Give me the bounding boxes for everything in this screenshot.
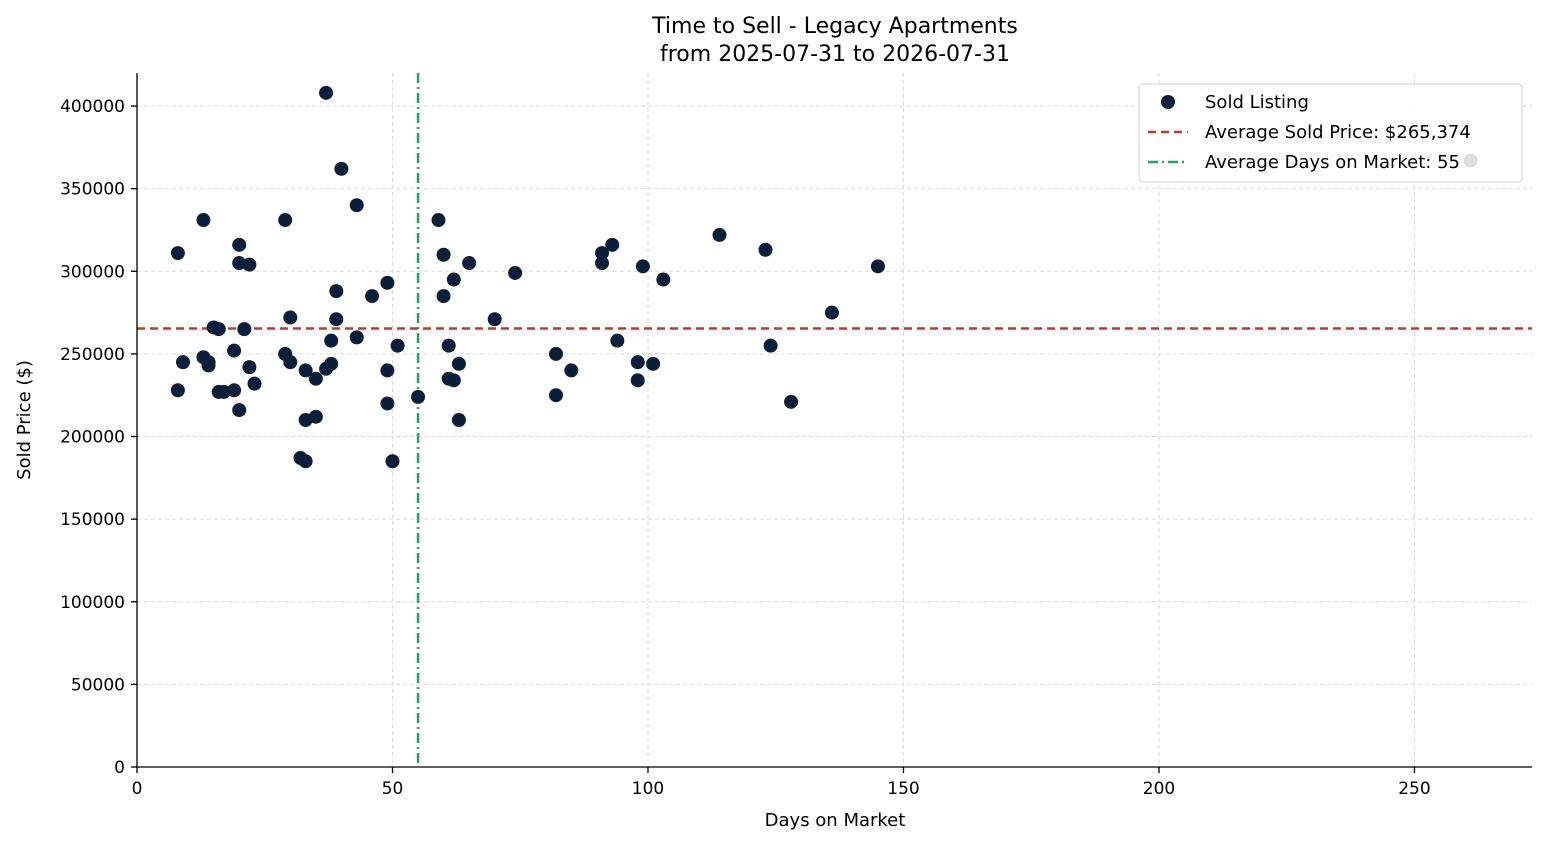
data-point bbox=[349, 330, 364, 345]
data-point bbox=[436, 247, 451, 262]
data-point bbox=[487, 312, 502, 327]
tick-labels: 0 50 100 150 200 250 0 50000 100000 150000 200000 2… bbox=[60, 97, 1431, 799]
data-point bbox=[763, 338, 778, 353]
data-point bbox=[446, 272, 461, 287]
data-point bbox=[175, 355, 190, 370]
x-tick-label: 0 bbox=[132, 779, 143, 799]
data-point bbox=[298, 363, 313, 378]
data-point bbox=[201, 358, 216, 373]
data-point bbox=[196, 213, 211, 228]
data-point bbox=[451, 356, 466, 371]
data-point bbox=[436, 289, 451, 304]
y-tick-label: 400000 bbox=[60, 97, 125, 117]
data-point bbox=[247, 376, 262, 391]
data-point bbox=[630, 373, 645, 388]
data-point bbox=[595, 256, 609, 271]
y-tick-label: 300000 bbox=[60, 262, 125, 282]
data-point bbox=[824, 305, 839, 320]
data-point bbox=[380, 396, 395, 411]
data-point bbox=[549, 388, 564, 403]
data-point bbox=[441, 338, 456, 353]
data-point bbox=[635, 259, 650, 274]
y-tick-label: 150000 bbox=[60, 510, 125, 530]
data-point bbox=[508, 265, 523, 280]
data-point bbox=[349, 198, 364, 213]
legend-label-avg-days: Average Days on Market: 55 bbox=[1205, 152, 1460, 173]
data-point bbox=[308, 409, 323, 424]
data-point bbox=[329, 284, 344, 299]
data-point bbox=[431, 213, 446, 228]
data-point bbox=[564, 363, 579, 378]
data-point bbox=[319, 85, 334, 100]
data-point bbox=[298, 454, 313, 469]
y-tick-label: 50000 bbox=[71, 675, 125, 695]
data-point bbox=[380, 275, 395, 290]
data-point bbox=[227, 343, 242, 358]
data-point bbox=[283, 310, 298, 325]
legend: Sold Listing Average Sold Price: $265,37… bbox=[1138, 83, 1523, 183]
legend-box bbox=[1138, 83, 1523, 183]
x-tick-label: 150 bbox=[887, 779, 919, 799]
data-point bbox=[549, 346, 564, 361]
data-point bbox=[227, 383, 242, 398]
legend-label-avg-price: Average Sold Price: $265,374 bbox=[1205, 122, 1471, 143]
data-point bbox=[630, 355, 645, 370]
reference-lines bbox=[137, 73, 1532, 767]
legend-point-swatch bbox=[1161, 95, 1175, 109]
data-point bbox=[385, 454, 400, 469]
chart-subtitle: from 2025-07-31 to 2026-07-31 bbox=[660, 42, 1010, 67]
y-axis-label: Sold Price ($) bbox=[14, 360, 35, 480]
x-axis-label: Days on Market bbox=[765, 810, 906, 831]
data-point bbox=[462, 256, 477, 271]
x-tick-label: 250 bbox=[1398, 779, 1430, 799]
data-point bbox=[870, 259, 885, 274]
axes bbox=[131, 73, 1532, 773]
data-point bbox=[446, 373, 461, 388]
data-point bbox=[329, 312, 344, 327]
data-point bbox=[656, 272, 671, 287]
y-tick-label: 0 bbox=[114, 758, 125, 778]
data-point bbox=[308, 371, 323, 386]
y-tick-label: 250000 bbox=[60, 345, 125, 365]
data-point bbox=[242, 360, 257, 375]
data-point bbox=[365, 289, 380, 304]
data-point bbox=[451, 413, 466, 427]
y-tick-label: 200000 bbox=[60, 428, 125, 448]
data-point bbox=[211, 322, 226, 337]
x-tick-label: 200 bbox=[1143, 779, 1175, 799]
data-point bbox=[784, 394, 799, 409]
data-point bbox=[324, 333, 339, 348]
data-point bbox=[646, 356, 661, 371]
data-point bbox=[237, 322, 252, 337]
x-tick-label: 50 bbox=[382, 779, 404, 799]
chart-title: Time to Sell - Legacy Apartments bbox=[651, 14, 1018, 39]
data-point bbox=[232, 237, 247, 252]
data-point bbox=[380, 363, 395, 378]
data-point bbox=[278, 213, 293, 228]
data-point bbox=[242, 257, 257, 272]
data-point bbox=[283, 355, 298, 370]
data-point bbox=[390, 338, 405, 353]
data-point bbox=[334, 161, 349, 176]
data-point bbox=[324, 356, 339, 371]
data-point bbox=[610, 333, 625, 348]
data-point bbox=[411, 389, 426, 404]
x-tick-label: 100 bbox=[632, 779, 664, 799]
data-point bbox=[170, 246, 185, 261]
y-tick-label: 350000 bbox=[60, 180, 125, 200]
data-point bbox=[712, 227, 727, 242]
data-point bbox=[595, 246, 609, 261]
data-point bbox=[605, 237, 620, 252]
data-point bbox=[758, 242, 773, 257]
legend-label-points: Sold Listing bbox=[1205, 92, 1309, 113]
y-tick-label: 100000 bbox=[60, 593, 125, 613]
data-point bbox=[232, 403, 247, 418]
data-point bbox=[170, 383, 185, 398]
